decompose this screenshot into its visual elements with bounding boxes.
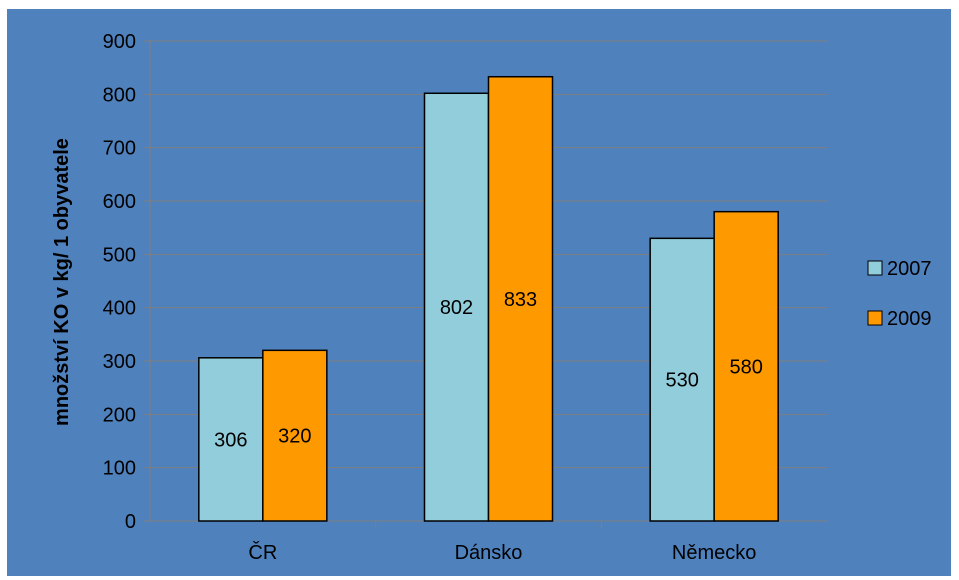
bar-value-label: 320 <box>278 426 311 448</box>
y-tick-label: 0 <box>125 511 136 533</box>
bar-value-label: 833 <box>504 289 537 311</box>
legend-label: 2007 <box>887 258 932 280</box>
x-category-label: Dánsko <box>455 542 523 564</box>
y-tick-label: 700 <box>103 138 136 160</box>
y-tick-label: 900 <box>103 31 136 53</box>
bars <box>198 75 779 522</box>
data-labels: 306 320 802 833 530 580 <box>214 289 763 452</box>
bar-2007 <box>198 357 264 522</box>
y-tick-label: 400 <box>103 298 136 320</box>
bar-2009 <box>713 210 779 522</box>
y-axis-title: množství KO v kg/ 1 obyvatele <box>51 138 73 426</box>
x-category-label: ČR <box>248 541 277 564</box>
bar-2009 <box>487 75 554 522</box>
y-tick-label: 500 <box>103 244 136 266</box>
y-tick-label: 300 <box>103 351 136 373</box>
tick-labels: 0 100 200 300 400 500 600 700 800 900 ČR Dánsko Něme… <box>103 31 757 564</box>
x-category-label: Německo <box>672 542 756 564</box>
legend-label: 2009 <box>887 308 932 330</box>
bar-2007 <box>649 237 715 522</box>
y-tick-label: 100 <box>103 458 136 480</box>
legend: 2007 2009 <box>867 258 932 330</box>
bar-2007 <box>423 92 490 522</box>
y-tick-label: 800 <box>103 84 136 106</box>
y-tick-label: 200 <box>103 404 136 426</box>
legend-swatch-2009 <box>867 310 883 326</box>
bar-2009 <box>262 349 328 522</box>
legend-swatch-2007 <box>867 260 883 276</box>
bar-value-label: 530 <box>665 370 698 392</box>
bar-value-label: 802 <box>440 297 473 319</box>
bar-value-label: 580 <box>729 356 762 378</box>
y-tick-label: 600 <box>103 191 136 213</box>
bar-value-label: 306 <box>214 429 247 451</box>
